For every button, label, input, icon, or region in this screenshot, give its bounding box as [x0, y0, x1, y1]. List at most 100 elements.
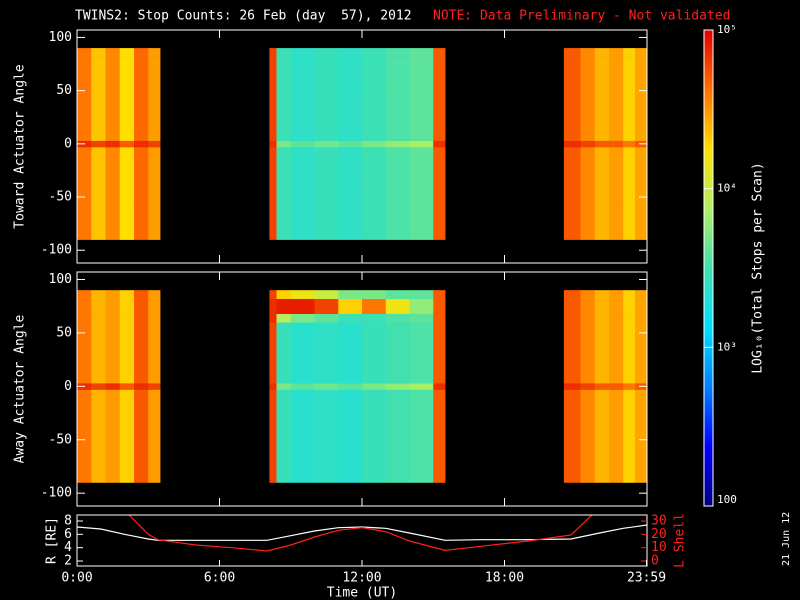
- heatmap-cell: [385, 389, 410, 419]
- heatmap-cell: [409, 71, 434, 81]
- heatmap-cell: [314, 207, 339, 240]
- heatmap-cell: [119, 175, 135, 208]
- heatmap-cell: [77, 71, 92, 81]
- heatmap-cell: [91, 111, 106, 141]
- heatmap-cell: [290, 175, 315, 208]
- heatmap-cell: [338, 383, 363, 390]
- heatmap-cell: [385, 111, 410, 141]
- heatmap-cell: [119, 111, 135, 141]
- heatmap-cell: [635, 56, 648, 72]
- heatmap-cell: [433, 80, 446, 113]
- heatmap-cell: [105, 140, 121, 148]
- heatmap-cell: [635, 175, 648, 208]
- heatmap-cell: [385, 322, 410, 355]
- heatmap-cell: [314, 322, 339, 355]
- heatmap-cell: [409, 80, 434, 113]
- heatmap-cell: [623, 450, 636, 483]
- y-tick-label: -50: [49, 190, 72, 205]
- heatmap-cell: [563, 322, 581, 355]
- heatmap-cell: [594, 298, 610, 314]
- heatmap-cell: [594, 389, 610, 419]
- heatmap-cell: [77, 313, 92, 323]
- y-tick-label: 100: [49, 30, 72, 45]
- y2-tick-label: 0: [651, 554, 659, 569]
- heatmap-cell: [580, 383, 596, 390]
- date-stamp: 21 Jun 12: [781, 512, 792, 566]
- heatmap-cell: [563, 111, 581, 141]
- heatmap-cell: [338, 175, 363, 208]
- heatmap-cell: [362, 322, 387, 355]
- x-tick-label: 18:00: [485, 571, 524, 586]
- heatmap-cell: [119, 71, 135, 81]
- heatmap-cell: [635, 298, 648, 314]
- heatmap-cell: [134, 290, 149, 300]
- heatmap-cell: [105, 111, 121, 141]
- y-tick-label: -100: [41, 486, 72, 501]
- heatmap-cell: [290, 450, 315, 483]
- heatmap-cell: [269, 450, 277, 483]
- heatmap-cell: [338, 450, 363, 483]
- y-tick-label: 0: [64, 379, 72, 394]
- heatmap-cell: [338, 207, 363, 240]
- heatmap-cell: [594, 322, 610, 355]
- heatmap-cell: [91, 71, 106, 81]
- heatmap-cell: [119, 56, 135, 72]
- heatmap-cell: [148, 322, 161, 355]
- heatmap-cell: [276, 48, 292, 57]
- y-axis-label: R [RE]: [45, 517, 60, 564]
- heatmap-cell: [362, 383, 387, 390]
- heatmap-cell: [134, 418, 149, 451]
- y2-axis-label: L Shell: [673, 513, 688, 568]
- heatmap-cell: [338, 298, 363, 314]
- heatmap-cell: [563, 450, 581, 483]
- heatmap-cell: [91, 80, 106, 113]
- heatmap-cell: [91, 56, 106, 72]
- heatmap-cell: [134, 298, 149, 314]
- heatmap-cell: [385, 80, 410, 113]
- heatmap-cell: [314, 418, 339, 451]
- heatmap-cell: [338, 313, 363, 323]
- heatmap-cell: [77, 450, 92, 483]
- heatmap-cell: [91, 290, 106, 300]
- heatmap-cell: [119, 450, 135, 483]
- heatmap-cell: [269, 389, 277, 419]
- heatmap-cell: [105, 313, 121, 323]
- heatmap-cell: [276, 418, 292, 451]
- heatmap-cell: [77, 80, 92, 113]
- heatmap-cell: [580, 313, 596, 323]
- heatmap-cell: [148, 56, 161, 72]
- heatmap-cell: [134, 383, 149, 390]
- heatmap-cell: [269, 147, 277, 177]
- x-axis-label: Time (UT): [327, 586, 397, 600]
- heatmap-cell: [148, 354, 161, 384]
- heatmap-cell: [91, 322, 106, 355]
- heatmap-cell: [338, 56, 363, 72]
- heatmap-cell: [276, 56, 292, 72]
- heatmap-cell: [290, 80, 315, 113]
- heatmap-cell: [433, 389, 446, 419]
- heatmap-cell: [134, 111, 149, 141]
- heatmap-cell: [276, 80, 292, 113]
- heatmap-cell: [105, 450, 121, 483]
- heatmap-cell: [338, 290, 363, 300]
- heatmap-cell: [148, 175, 161, 208]
- heatmap-cell: [269, 322, 277, 355]
- heatmap-cell: [362, 298, 387, 314]
- heatmap-cell: [563, 290, 581, 300]
- heatmap-cell: [148, 71, 161, 81]
- heatmap-cell: [148, 389, 161, 419]
- heatmap-cell: [314, 80, 339, 113]
- heatmap-cell: [148, 147, 161, 177]
- heatmap-cell: [362, 389, 387, 419]
- heatmap-cell: [580, 111, 596, 141]
- heatmap-cell: [276, 354, 292, 384]
- heatmap-cell: [269, 175, 277, 208]
- heatmap-cell: [409, 111, 434, 141]
- heatmap-cell: [635, 354, 648, 384]
- heatmap-cell: [409, 313, 434, 323]
- heatmap-cell: [623, 389, 636, 419]
- heatmap-cell: [563, 207, 581, 240]
- heatmap-cell: [362, 147, 387, 177]
- heatmap-cell: [119, 80, 135, 113]
- heatmap-cell: [119, 298, 135, 314]
